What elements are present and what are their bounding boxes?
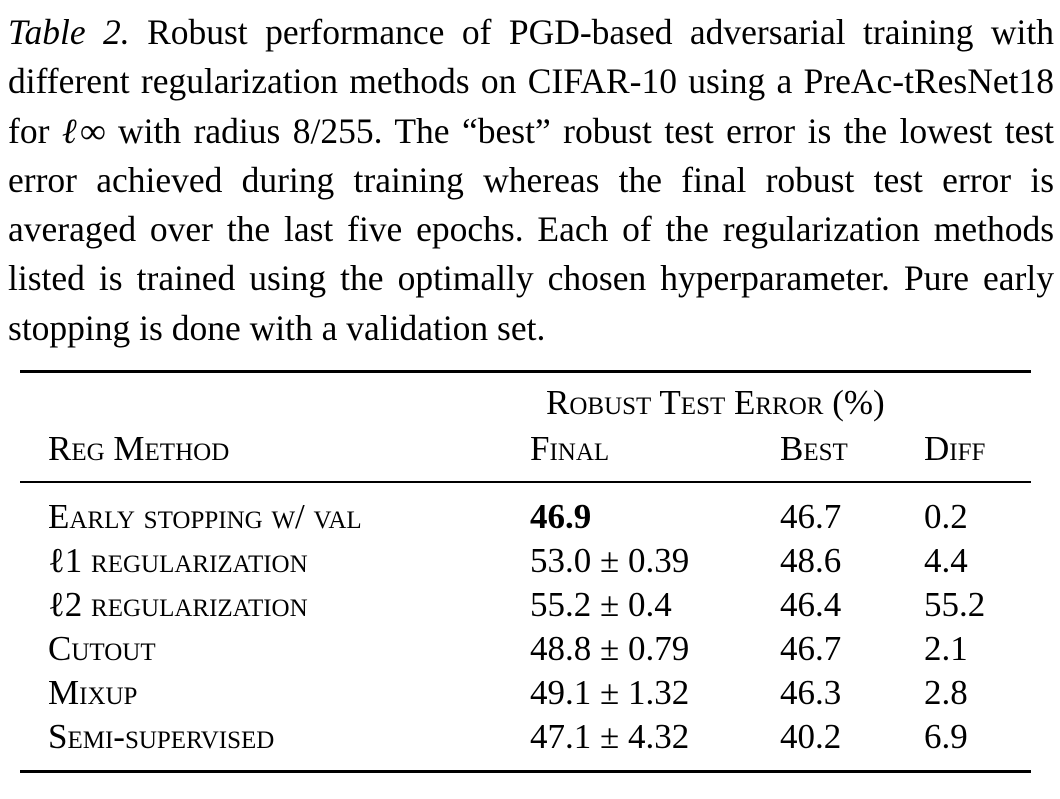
column-header-best: Best <box>780 429 848 468</box>
method-cell: Cutout <box>48 629 156 668</box>
table-top-rule <box>20 370 1031 373</box>
caption-line-3-post: . The “best” robust test error <box>373 110 796 151</box>
diff-cell: 4.4 <box>924 541 968 580</box>
diff-cell: 2.8 <box>924 673 968 712</box>
table-bottom-rule <box>20 770 1031 773</box>
table-header-rule <box>20 481 1031 483</box>
caption-radius: 8/255 <box>292 110 374 151</box>
table-caption: Table 2. Robust performance of PGD-based… <box>8 8 1054 353</box>
caption-line-3-pre: tResNet18 for <box>8 61 1054 151</box>
caption-line-5: robust test error is averaged over the l… <box>8 159 1055 250</box>
final-cell: 47.1 ± 4.32 <box>530 717 690 756</box>
final-cell: 46.9 <box>530 497 592 536</box>
method-cell: ℓ1 regularization <box>48 541 308 580</box>
diff-cell: 2.1 <box>924 629 968 668</box>
best-cell: 46.7 <box>780 497 842 536</box>
best-cell: 46.3 <box>780 673 842 712</box>
final-cell: 49.1 ± 1.32 <box>530 673 690 712</box>
caption-label: Table 2. <box>8 12 130 52</box>
final-cell: 55.2 ± 0.4 <box>530 585 672 624</box>
method-cell: ℓ2 regularization <box>48 585 308 624</box>
caption-line-3-mid: with radius <box>105 110 293 151</box>
caption-line-1: Robust performance of PGD-based adversar… <box>129 12 974 52</box>
caption-line-6: regularization methods listed is trained… <box>8 209 1055 299</box>
caption-line-4: is the lowest test error achieved during… <box>8 110 1055 200</box>
caption-line-7: hyperparameter. Pure early stopping is d… <box>8 258 1054 348</box>
method-cell: Early stopping w/ val <box>48 497 362 536</box>
diff-cell: 0.2 <box>924 497 968 536</box>
best-cell: 48.6 <box>780 541 842 580</box>
caption-line-2: with different regularization methods on… <box>8 12 1055 102</box>
final-cell: 48.8 ± 0.79 <box>530 629 690 668</box>
method-cell: Mixup <box>48 673 138 712</box>
best-cell: 46.4 <box>780 585 842 624</box>
column-header-diff: Diff <box>924 429 986 468</box>
column-header-method: Reg Method <box>48 429 230 468</box>
diff-cell: 55.2 <box>924 585 986 624</box>
diff-cell: 6.9 <box>924 717 968 756</box>
best-cell: 46.7 <box>780 629 842 668</box>
robust-test-error-header: Robust Test Error (%) <box>546 383 885 422</box>
best-cell: 40.2 <box>780 717 842 756</box>
column-header-final: Final <box>530 429 610 468</box>
method-cell: Semi-supervised <box>48 717 275 756</box>
final-cell: 53.0 ± 0.39 <box>530 541 690 580</box>
caption-linf-symbol: ℓ∞ <box>61 110 106 151</box>
